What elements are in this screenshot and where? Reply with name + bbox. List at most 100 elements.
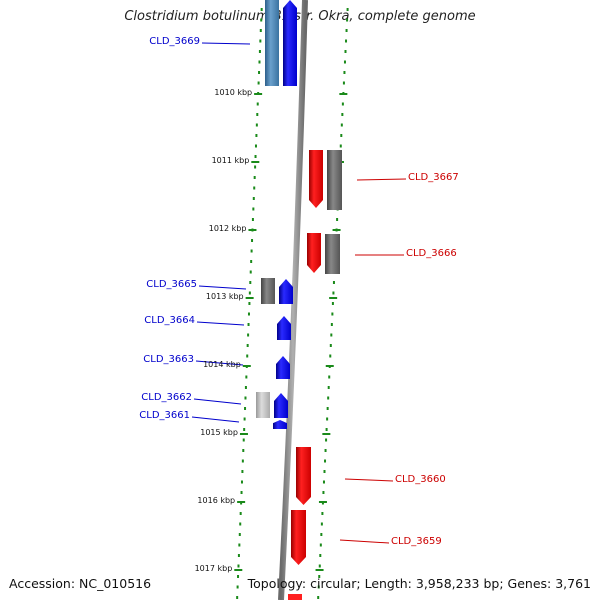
- gc-dot: [320, 533, 323, 536]
- gene-label-cld-3662[interactable]: CLD_3662: [141, 392, 192, 403]
- topology-text: Topology: circular; Length: 3,958,233 bp…: [247, 576, 591, 591]
- gc-dot: [258, 71, 261, 74]
- gene-arrow-forward: [283, 0, 297, 86]
- gc-tick-dash: [325, 365, 334, 367]
- gc-dot: [254, 165, 257, 169]
- gc-dot: [327, 386, 330, 389]
- gc-dot: [239, 512, 242, 515]
- gene-arrow-forward: [277, 316, 291, 340]
- gene-label-cld-3659[interactable]: CLD_3659: [391, 536, 442, 547]
- feature-track: [256, 0, 342, 600]
- gc-dot: [317, 585, 320, 589]
- gc-tick-dash: [318, 501, 327, 503]
- gene-label-cld-3663[interactable]: CLD_3663: [143, 354, 194, 365]
- gc-dot: [332, 291, 335, 295]
- gc-dot: [344, 50, 347, 53]
- gc-tick-dash: [239, 433, 248, 435]
- gene-label-cld-3661[interactable]: CLD_3661: [139, 410, 190, 421]
- gc-dot: [346, 18, 349, 22]
- gc-dot: [339, 144, 342, 148]
- gene-arrow-forward: [276, 356, 290, 379]
- tick-label: 1010 kbp: [214, 88, 253, 97]
- gc-dot: [247, 333, 250, 337]
- gc-dot: [332, 281, 335, 284]
- gene-label-cld-3666[interactable]: CLD_3666: [406, 248, 457, 259]
- gc-dot: [249, 270, 252, 274]
- gc-dot: [254, 155, 257, 158]
- gc-dot: [340, 134, 343, 137]
- gc-dot: [340, 123, 343, 127]
- gc-dot: [246, 344, 249, 347]
- gc-dot: [253, 176, 256, 179]
- gc-dot: [245, 375, 248, 379]
- gc-dot: [327, 396, 330, 400]
- accession-text: Accession: NC_010516: [9, 576, 152, 591]
- gc-dot: [240, 480, 243, 484]
- gc-dot: [346, 8, 349, 11]
- leader-line: [339, 539, 390, 544]
- gc-dot: [241, 470, 244, 473]
- gene-arrow-reverse: [309, 150, 323, 208]
- gc-dot: [238, 543, 241, 547]
- genome-title: Clostridium botulinum B1 str. Okra, comp…: [124, 9, 476, 24]
- gc-dot: [236, 596, 239, 599]
- gc-dot: [331, 312, 334, 316]
- tick-label: 1016 kbp: [197, 496, 236, 505]
- gc-dot: [242, 438, 245, 442]
- gc-dot: [341, 113, 344, 116]
- gene-label-cld-3660[interactable]: CLD_3660: [395, 474, 446, 485]
- gc-tick-dash: [242, 365, 251, 367]
- leader-line: [201, 42, 251, 45]
- gc-dot: [247, 323, 250, 326]
- gc-dot: [329, 354, 332, 358]
- gene-arrow-reverse: [296, 447, 311, 505]
- gc-dot: [252, 207, 255, 211]
- gene-label-cld-3665[interactable]: CLD_3665: [146, 279, 197, 290]
- gc-dot: [257, 81, 260, 85]
- gc-dot: [324, 449, 327, 452]
- gene-label-cld-3669[interactable]: CLD_3669: [149, 36, 200, 47]
- gc-dot: [250, 249, 253, 253]
- tick-label: 1017 kbp: [194, 564, 233, 573]
- gc-dot: [324, 459, 327, 463]
- tick-label: 1011 kbp: [211, 156, 250, 165]
- gc-dot: [242, 449, 245, 452]
- gc-dot: [318, 575, 321, 578]
- gc-dot: [325, 438, 328, 442]
- gc-dot: [251, 218, 254, 221]
- gc-dot: [247, 312, 250, 316]
- gc-dot: [248, 291, 251, 295]
- tick-label: 1014 kbp: [203, 360, 241, 369]
- gc-tick-dash: [339, 93, 348, 95]
- gc-dot: [238, 533, 241, 536]
- gene-feature-other: [325, 234, 340, 274]
- gc-dot: [244, 407, 247, 410]
- gc-tick-dash: [315, 569, 324, 571]
- gene-label-cld-3667[interactable]: CLD_3667: [408, 172, 459, 183]
- gc-dot: [319, 554, 322, 557]
- tick-label: 1012 kbp: [208, 224, 247, 233]
- gene-feature-other: [327, 150, 342, 210]
- gc-dot: [236, 585, 239, 589]
- gc-tick-dash: [248, 229, 257, 231]
- gc-dot: [329, 344, 332, 347]
- gc-tick-dash: [245, 297, 254, 299]
- tick-label: 1013 kbp: [205, 292, 244, 301]
- gc-dot: [237, 554, 240, 557]
- leader-line: [193, 398, 242, 405]
- gc-dot: [244, 396, 247, 400]
- gc-dot: [241, 459, 244, 463]
- gene-label-cld-3664[interactable]: CLD_3664: [144, 315, 195, 326]
- gc-tick-dash: [329, 297, 338, 299]
- gc-dot: [244, 386, 247, 389]
- gc-tick-dash: [254, 93, 263, 95]
- leader-line: [196, 321, 245, 326]
- gc-dot: [254, 144, 257, 148]
- leader-line: [356, 178, 407, 181]
- gc-tick-dash: [322, 433, 331, 435]
- gc-dot: [260, 18, 263, 22]
- gene-feature-other: [256, 392, 270, 418]
- gc-dot: [326, 417, 329, 421]
